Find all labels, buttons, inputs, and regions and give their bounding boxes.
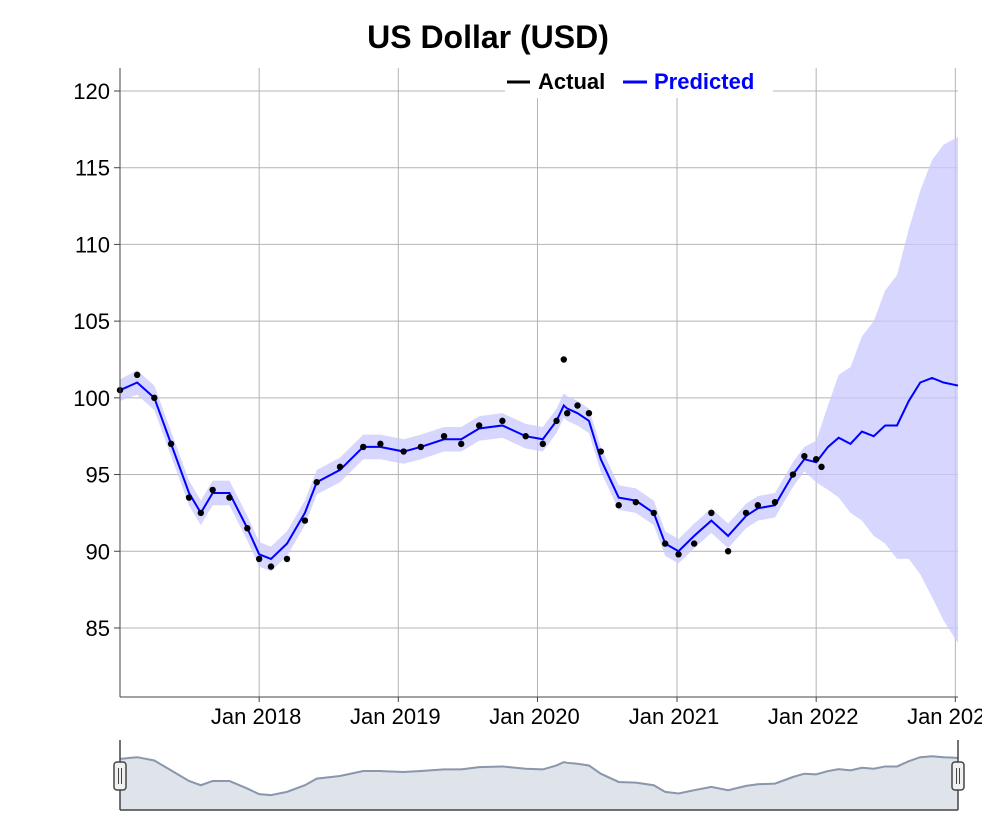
actual-point (377, 441, 383, 447)
actual-point (522, 433, 528, 439)
actual-point (458, 441, 464, 447)
slider-right-handle[interactable] (952, 762, 964, 790)
actual-point (198, 510, 204, 516)
y-tick-label: 110 (75, 232, 110, 257)
actual-point (772, 499, 778, 505)
actual-point (134, 372, 140, 378)
actual-point (540, 441, 546, 447)
actual-point (476, 422, 482, 428)
y-axis-ticks: 85 90 95 100 105 110 115 120 (73, 79, 120, 641)
y-tick-label: 85 (86, 616, 110, 641)
actual-point (813, 456, 819, 462)
range-slider[interactable] (114, 740, 964, 810)
actual-point (314, 479, 320, 485)
slider-left-handle[interactable] (114, 762, 126, 790)
actual-point (651, 510, 657, 516)
chart-title: US Dollar (USD) (367, 19, 609, 55)
actual-point (441, 433, 447, 439)
actual-point (561, 356, 567, 362)
actual-point (790, 471, 796, 477)
actual-point (574, 402, 580, 408)
x-tick-label: Jan 2019 (350, 704, 441, 729)
actual-point (743, 510, 749, 516)
prediction-band (120, 137, 958, 643)
axes (120, 68, 958, 697)
prediction-interval (120, 137, 958, 643)
x-tick-label: Jan 2018 (211, 704, 302, 729)
legend-label-predicted[interactable]: Predicted (654, 69, 754, 94)
actual-point (151, 395, 157, 401)
actual-point (418, 444, 424, 450)
actual-point (708, 510, 714, 516)
actual-point (302, 517, 308, 523)
actual-point (553, 418, 559, 424)
y-tick-label: 95 (86, 463, 110, 488)
actual-point (360, 444, 366, 450)
actual-point (818, 464, 824, 470)
actual-point (244, 525, 250, 531)
actual-point (586, 410, 592, 416)
actual-point (755, 502, 761, 508)
y-tick-label: 90 (86, 539, 110, 564)
actual-point (598, 448, 604, 454)
actual-point (209, 487, 215, 493)
actual-point (564, 410, 570, 416)
actual-point (284, 556, 290, 562)
actual-point (662, 540, 668, 546)
legend-label-actual[interactable]: Actual (538, 69, 605, 94)
x-tick-label: Jan 2023 (907, 704, 982, 729)
y-tick-label: 115 (75, 156, 110, 181)
actual-point (256, 556, 262, 562)
y-tick-label: 105 (73, 309, 110, 334)
x-tick-label: Jan 2021 (629, 704, 720, 729)
actual-point (801, 453, 807, 459)
actual-point (725, 548, 731, 554)
y-tick-label: 100 (73, 386, 110, 411)
actual-point (400, 448, 406, 454)
actual-point (337, 464, 343, 470)
actual-point (226, 494, 232, 500)
x-tick-label: Jan 2020 (489, 704, 580, 729)
actual-point (168, 441, 174, 447)
actual-point (186, 494, 192, 500)
actual-point (691, 540, 697, 546)
actual-point (499, 418, 505, 424)
actual-point (633, 499, 639, 505)
legend[interactable]: Actual Predicted (505, 64, 773, 98)
actual-point (615, 502, 621, 508)
x-axis-ticks: Jan 2018 Jan 2019 Jan 2020 Jan 2021 Jan 2022… (211, 697, 982, 729)
x-tick-label: Jan 2022 (768, 704, 859, 729)
actual-point (675, 551, 681, 557)
gridlines (120, 68, 958, 697)
actual-point (268, 563, 274, 569)
y-tick-label: 120 (73, 79, 110, 104)
